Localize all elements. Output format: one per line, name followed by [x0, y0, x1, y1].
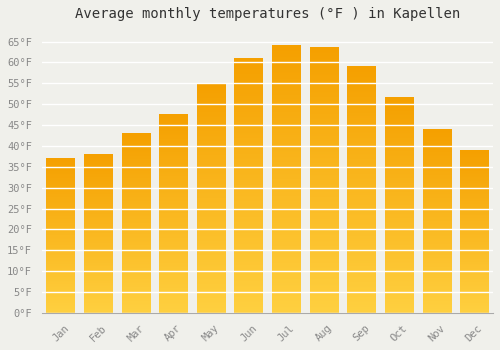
Title: Average monthly temperatures (°F ) in Kapellen: Average monthly temperatures (°F ) in Ka… — [74, 7, 460, 21]
